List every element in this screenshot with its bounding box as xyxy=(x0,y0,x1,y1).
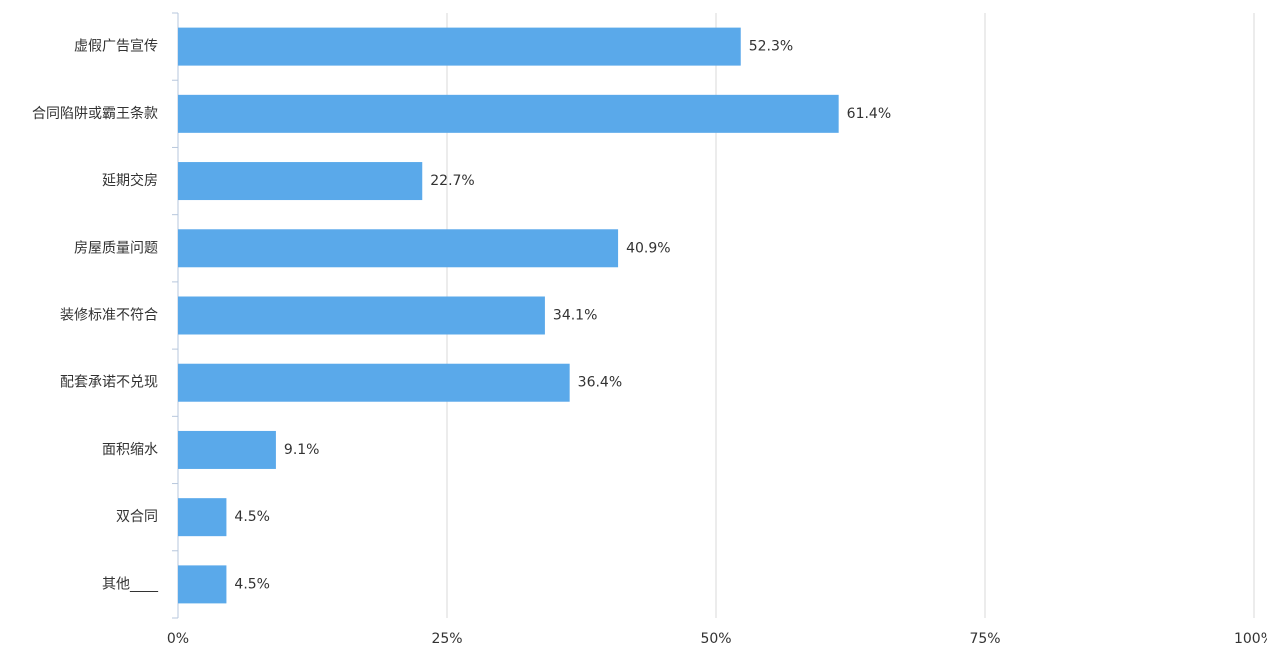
y-tick-label: 双合同 xyxy=(116,509,158,525)
bar xyxy=(178,498,227,537)
value-label: 40.9% xyxy=(626,240,670,256)
x-tick-label: 75% xyxy=(969,631,1000,647)
y-tick-label: 延期交房 xyxy=(102,172,158,189)
y-tick-label: 配套承诺不兑现 xyxy=(60,375,158,391)
x-tick-label: 25% xyxy=(431,631,462,647)
y-tick-label: 面积缩水 xyxy=(102,442,158,458)
y-tick-label: 房屋质量问题 xyxy=(74,240,158,256)
bar xyxy=(178,229,619,268)
y-tick-label: 合同陷阱或霸王条款 xyxy=(32,105,158,122)
value-label: 52.3% xyxy=(749,39,793,55)
y-tick-label: 装修标准不符合 xyxy=(60,308,158,324)
bar xyxy=(178,94,839,133)
value-label: 4.5% xyxy=(234,509,270,525)
y-tick-label: 其他____ xyxy=(102,576,159,592)
bar xyxy=(178,565,227,604)
bar xyxy=(178,363,570,402)
bar xyxy=(178,430,276,469)
bar xyxy=(178,296,545,335)
value-label: 61.4% xyxy=(847,106,891,122)
x-tick-label: 100% xyxy=(1234,631,1267,647)
value-label: 22.7% xyxy=(430,173,474,189)
bar xyxy=(178,27,741,66)
value-label: 34.1% xyxy=(553,308,597,324)
value-label: 4.5% xyxy=(234,576,270,592)
y-tick-label: 虚假广告宣传 xyxy=(74,39,158,55)
x-tick-label: 0% xyxy=(167,631,189,647)
x-tick-label: 50% xyxy=(700,631,731,647)
value-label: 36.4% xyxy=(578,375,622,391)
value-label: 9.1% xyxy=(284,442,320,458)
bar xyxy=(178,162,423,201)
